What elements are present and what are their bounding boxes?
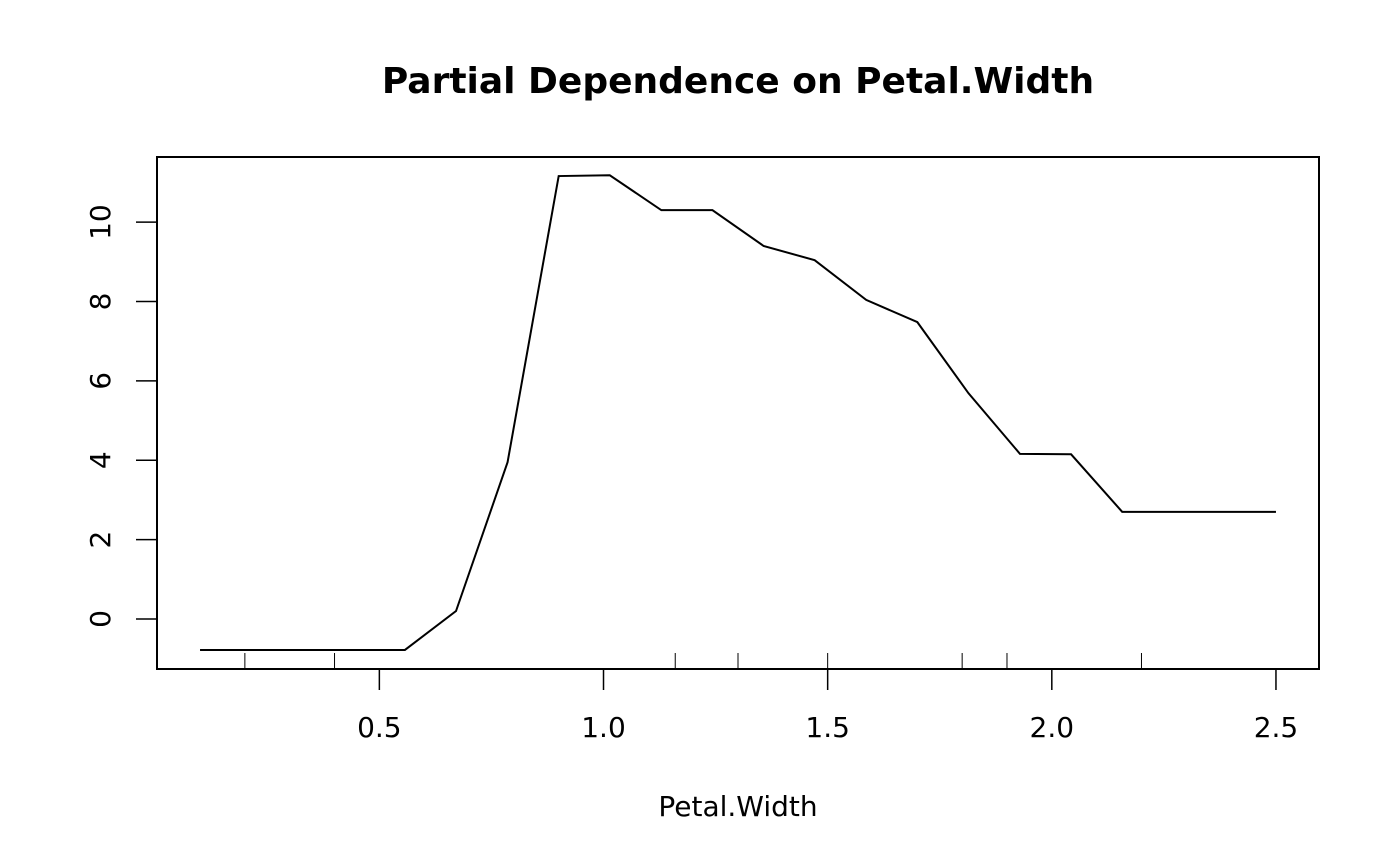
data-line [200,174,1276,651]
y-tick-label: 10 [84,204,117,240]
y-tick-label: 2 [84,531,117,549]
x-tick-label: 2.0 [1030,711,1075,744]
x-tick-label: 1.0 [581,711,626,744]
chart-title: Partial Dependence on Petal.Width [382,61,1094,102]
x-tick-label: 1.5 [805,711,850,744]
plot-frame [156,156,1320,670]
y-tick-label: 4 [84,451,117,469]
x-tick-label: 0.5 [357,711,402,744]
y-tick-label: 6 [84,372,117,390]
y-tick-label: 0 [84,610,117,628]
x-axis-label: Petal.Width [658,790,817,823]
y-tick-label: 8 [84,293,117,311]
x-tick-label: 2.5 [1254,711,1299,744]
